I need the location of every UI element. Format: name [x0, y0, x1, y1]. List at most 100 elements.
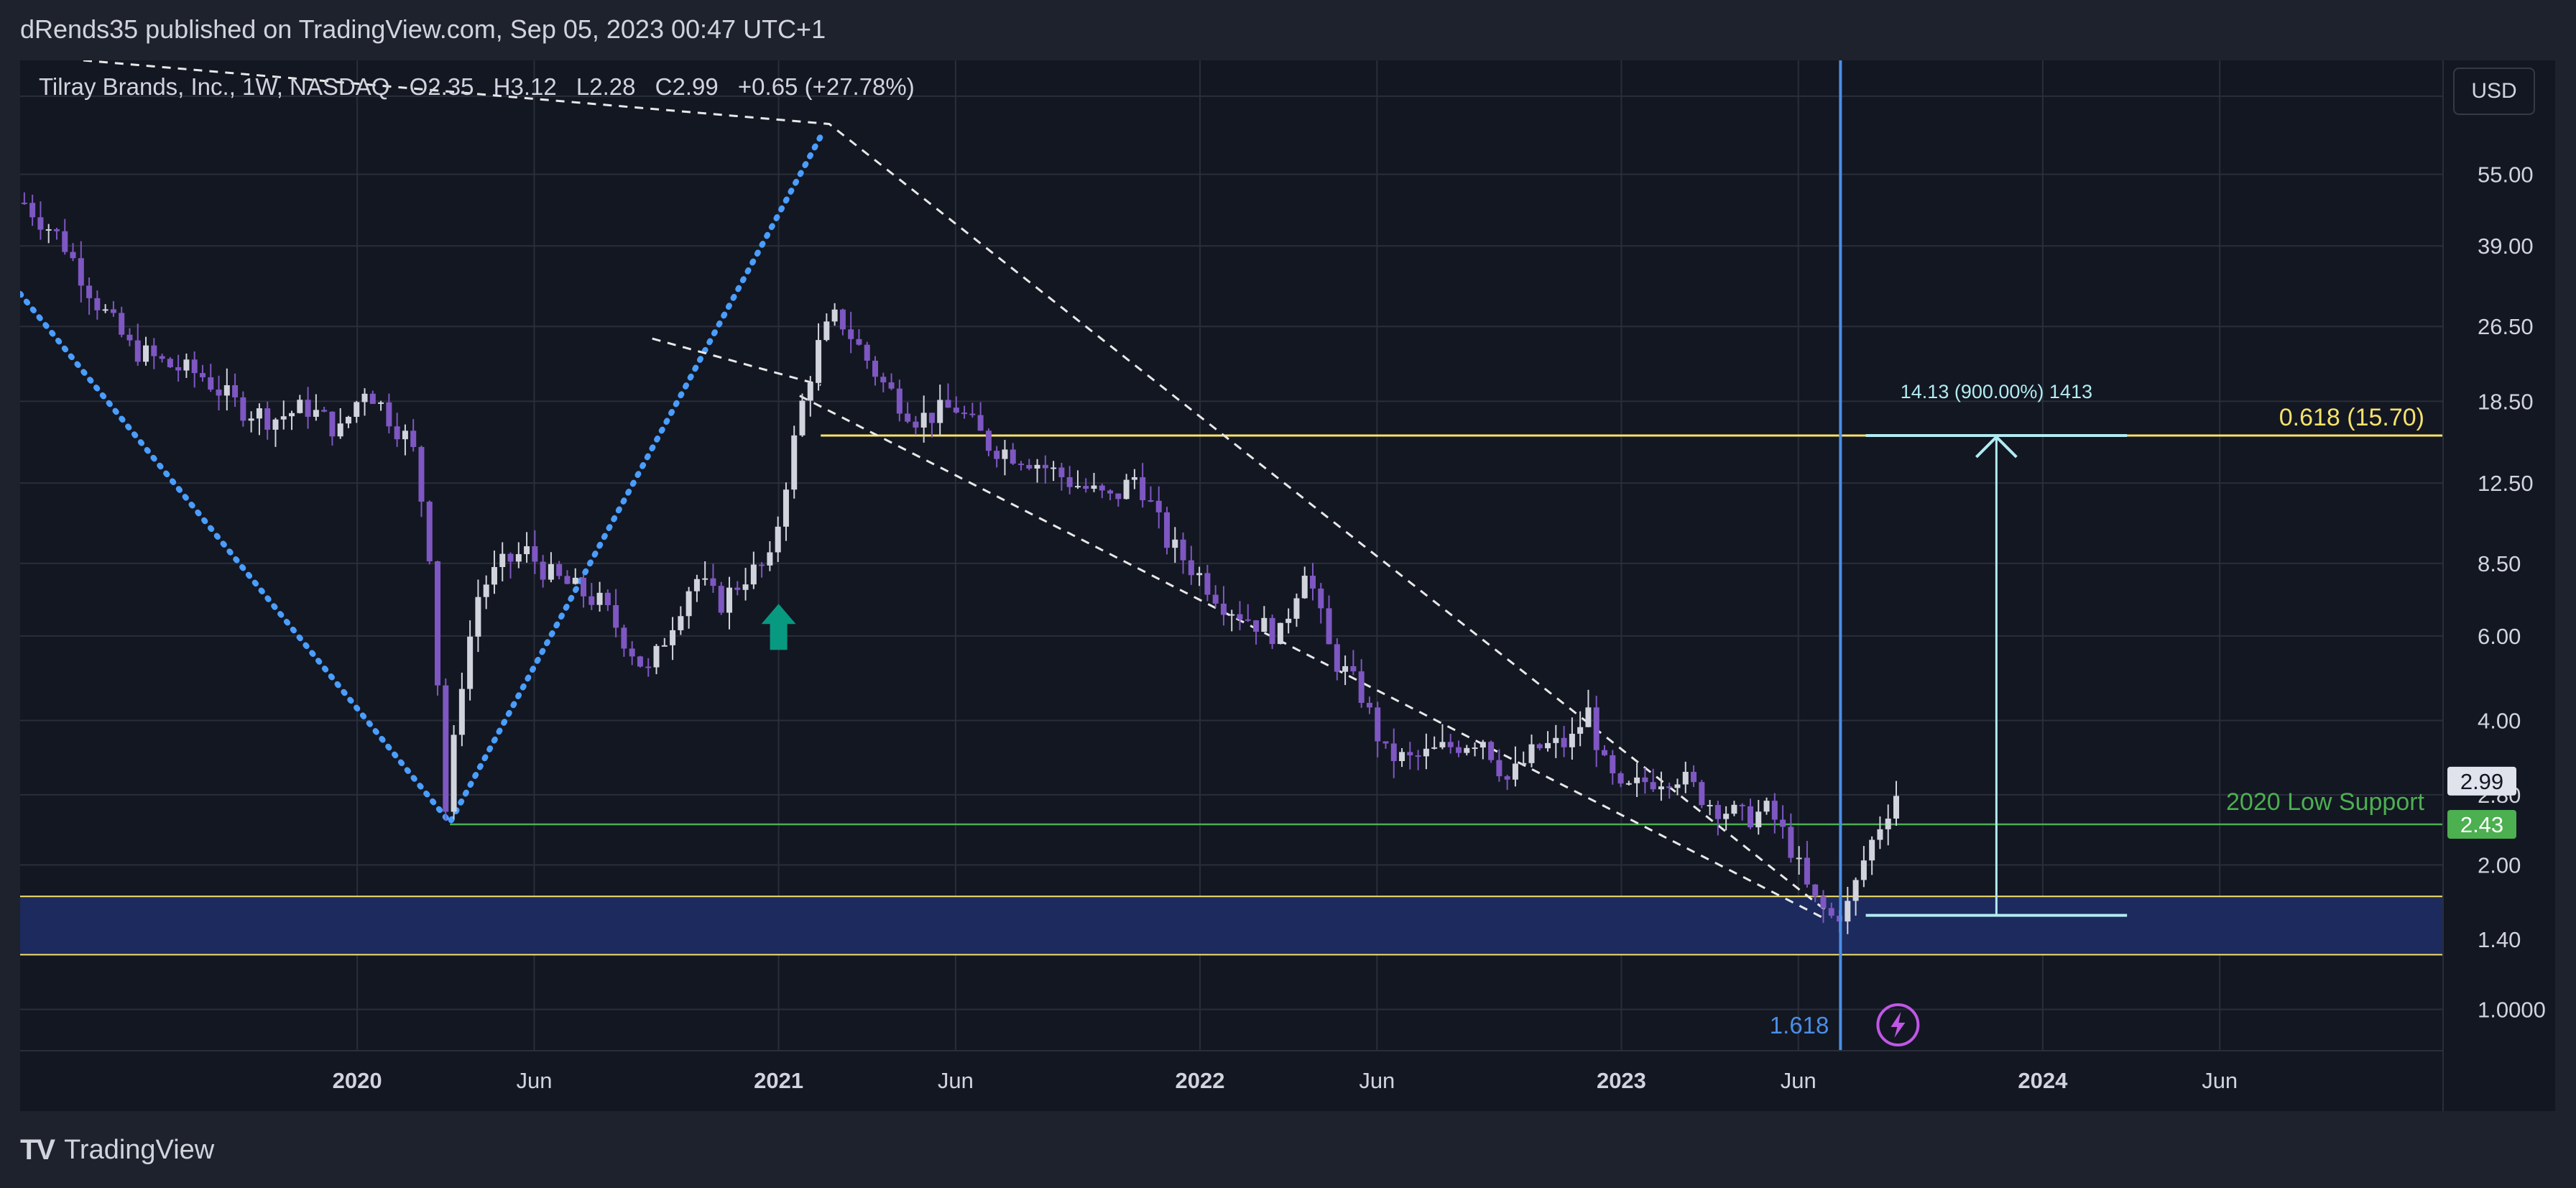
candle-body [240, 397, 246, 421]
candle-body [588, 596, 595, 605]
candle-body [354, 402, 360, 417]
candle-body [1091, 485, 1097, 489]
candle-body [1488, 742, 1495, 760]
candles [21, 192, 1899, 934]
candle-body [1350, 666, 1357, 672]
candle-body [961, 413, 968, 415]
candle-body [1885, 818, 1891, 829]
candle-body [1658, 786, 1664, 790]
price-tick-label: 6.00 [2478, 624, 2521, 649]
candle-body [1229, 614, 1235, 616]
candle-body [1464, 747, 1470, 753]
channel-extra-line[interactable] [652, 337, 821, 387]
legend-change: +0.65 (+27.78%) [737, 73, 915, 100]
candle-body [945, 400, 951, 408]
time-tick-label: 2022 [1176, 1068, 1225, 1093]
candle-body [977, 415, 984, 431]
candle-body [410, 430, 417, 447]
candle-body [750, 564, 757, 585]
price-axis[interactable]: 80.0055.0039.0026.5018.5012.508.506.004.… [2478, 84, 2546, 1023]
tradingview-logo-text: TradingView [64, 1134, 215, 1165]
price-tick-label: 1.0000 [2478, 997, 2546, 1022]
candle-body [1366, 702, 1372, 708]
candle-body [426, 502, 433, 562]
candle-body [913, 421, 919, 428]
candle-body [151, 345, 157, 356]
candle-body [394, 426, 400, 440]
candle-body [1342, 666, 1349, 672]
candle-body [581, 577, 587, 597]
candle-body [1707, 805, 1713, 807]
candle-body [1634, 777, 1640, 783]
candle-body [1237, 614, 1243, 620]
candle-body [361, 393, 368, 402]
price-tick-label: 2.00 [2478, 852, 2521, 878]
price-chart[interactable]: 80.0055.0039.0026.5018.5012.508.506.004.… [20, 60, 2555, 1111]
candle-body [1099, 485, 1105, 491]
candle-body [1860, 860, 1867, 880]
candle-body [1642, 777, 1648, 783]
candle-body [119, 313, 125, 335]
candle-body [1472, 747, 1478, 750]
candle-body [1399, 752, 1405, 762]
candle-body [272, 419, 279, 430]
currency-button[interactable]: USD [2453, 68, 2535, 115]
candle-body [458, 689, 465, 735]
tradingview-logo-icon: TV [20, 1133, 55, 1166]
price-tick-label: 1.40 [2478, 927, 2521, 952]
candle-body [928, 413, 935, 423]
candle-body [524, 546, 530, 555]
candle-body [1026, 464, 1033, 469]
candle-body [1042, 464, 1048, 469]
candle-body [1828, 908, 1834, 916]
candle-body [1666, 786, 1673, 788]
candle-body [29, 203, 36, 218]
candle-body [596, 592, 603, 605]
time-axis[interactable]: 2020 Jun 2021 Jun 2022 Jun 2023 Jun 2024 Jun [333, 1068, 2238, 1093]
candle-body [653, 645, 660, 668]
candle-body [1326, 608, 1332, 645]
channel-upper-line[interactable] [83, 60, 1833, 916]
measure-label: 14.13 (900.00%) 1413 [1901, 381, 2092, 402]
time-tick-label: Jun [1781, 1068, 1816, 1093]
candle-body [248, 418, 254, 421]
candle-body [1083, 486, 1089, 489]
candle-body [1261, 617, 1268, 632]
candle-body [905, 413, 911, 422]
candle-body [807, 382, 813, 401]
candle-body [1593, 707, 1599, 750]
fib-level-label: 0.618 (15.70) [2279, 404, 2424, 431]
up-arrow-icon[interactable] [761, 604, 796, 650]
candle-body [515, 554, 522, 562]
time-tick-label: 2024 [2018, 1068, 2068, 1093]
candle-body [1682, 771, 1689, 785]
candle-body [1277, 622, 1283, 645]
candle-body [791, 435, 798, 490]
candle-body [86, 285, 93, 298]
dotted-zigzag-line[interactable] [20, 133, 824, 828]
candle-body [1674, 784, 1681, 788]
candle-body [1617, 773, 1624, 784]
candle-body [831, 309, 838, 322]
time-tick-label: Jun [516, 1068, 552, 1093]
chart-panel[interactable]: 80.0055.0039.0026.5018.5012.508.506.004.… [20, 60, 2555, 1111]
candle-body [1423, 748, 1429, 757]
candle-body [1285, 618, 1292, 623]
measure-tool[interactable] [1865, 433, 2128, 917]
candle-body [629, 648, 635, 657]
lightning-icon[interactable] [1876, 1003, 1920, 1046]
candle-body [1002, 449, 1008, 459]
candle-body [208, 377, 214, 390]
legend-close: C2.99 [655, 73, 719, 100]
candle-body [297, 400, 303, 413]
support-price-tag-bg [2447, 810, 2516, 839]
tradingview-logo[interactable]: TV TradingView [20, 1130, 214, 1170]
candle-body [435, 561, 441, 686]
candle-body [1148, 500, 1154, 502]
candle-body [1852, 880, 1859, 901]
candle-body [1479, 742, 1486, 748]
candle-body [1585, 707, 1592, 727]
channel-lower-line[interactable] [799, 395, 1824, 919]
demand-zone[interactable] [20, 896, 2443, 955]
candle-body [337, 423, 343, 437]
